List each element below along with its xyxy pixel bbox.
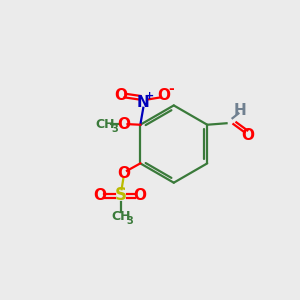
Text: O: O <box>133 188 146 203</box>
Text: -: - <box>169 82 174 96</box>
Text: 3: 3 <box>112 124 118 134</box>
Text: O: O <box>241 128 254 142</box>
Text: N: N <box>137 95 150 110</box>
Text: CH: CH <box>95 118 114 130</box>
Text: O: O <box>93 188 106 203</box>
Text: O: O <box>118 166 130 181</box>
Text: CH: CH <box>111 210 131 223</box>
Text: H: H <box>234 103 246 118</box>
Text: 3: 3 <box>127 216 133 226</box>
Text: S: S <box>115 186 127 204</box>
Text: O: O <box>115 88 128 103</box>
Text: +: + <box>145 91 154 101</box>
Text: O: O <box>118 117 130 132</box>
Text: O: O <box>158 88 171 103</box>
